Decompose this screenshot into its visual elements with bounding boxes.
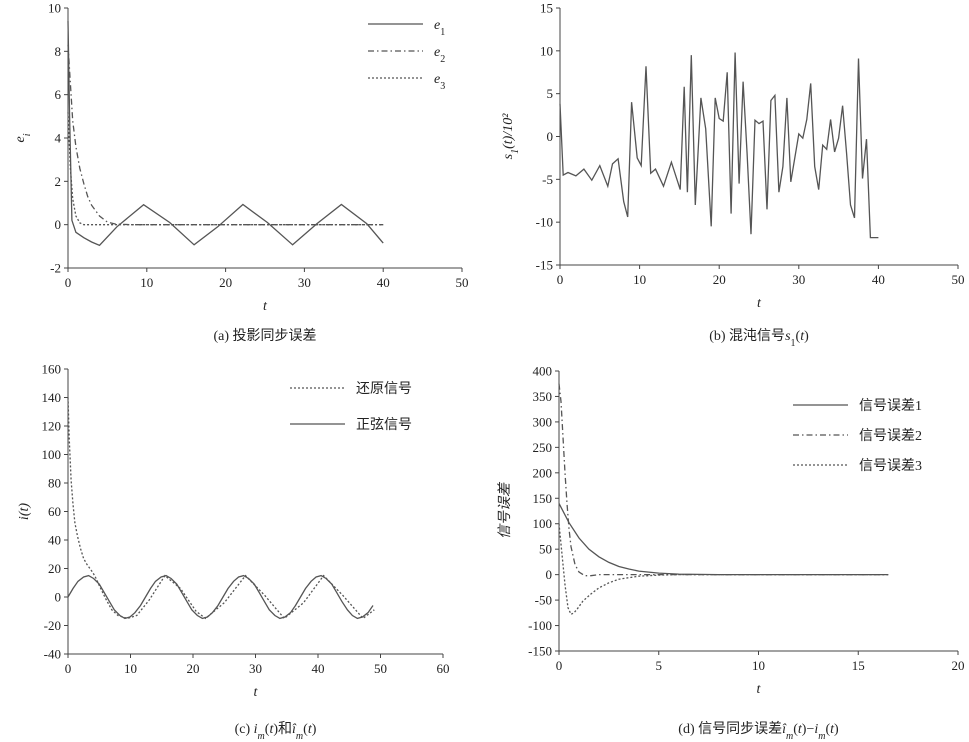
- legend-label: e2: [434, 45, 445, 65]
- y-tick-label: 150: [533, 491, 553, 506]
- x-tick-label: 20: [219, 275, 232, 290]
- y-tick-label: 200: [533, 465, 553, 480]
- x-tick-label: 10: [752, 658, 765, 673]
- y-tick-label: 100: [533, 516, 553, 531]
- y-tick-label: -2: [50, 261, 61, 276]
- y-tick-label: -40: [44, 647, 61, 662]
- chart-caption: (d) 信号同步误差îm(t)−im(t): [678, 721, 839, 742]
- y-tick-label: 250: [533, 440, 553, 455]
- y-tick-label: 80: [48, 476, 61, 491]
- x-tick-label: 50: [374, 661, 387, 676]
- y-tick-label: 60: [48, 504, 61, 519]
- chart-panel-4: 0 5 10 15 20 -150 -100 -50 0 50 100 150 200 250 300 350…: [497, 364, 965, 742]
- legend-label: 信号误差1: [859, 398, 922, 414]
- y-tick-label: 0: [55, 217, 62, 232]
- legend-label: 信号误差2: [859, 428, 922, 444]
- chart-caption: (c) im(t)和îm(t): [235, 721, 317, 742]
- y-tick-label: 8: [55, 44, 62, 59]
- x-tick-label: 40: [377, 275, 390, 290]
- y-tick-label: 5: [547, 86, 554, 101]
- chart-panel-1: 0 10 20 30 40 50 -2 0 2 4 6 8 10 e1 e2 e3 t ei (a) 投影同步误差: [13, 1, 469, 345]
- y-tick-label: 350: [533, 389, 553, 404]
- x-tick-label: 40: [312, 661, 325, 676]
- series-line-1: [67, 397, 375, 620]
- x-tick-label: 10: [633, 272, 646, 287]
- x-tick-label: 50: [456, 275, 469, 290]
- x-tick-label: 20: [187, 661, 200, 676]
- chart-panel-2: 0 10 20 30 40 50 -15 -10 -5 0 5 10 15 t s1(t)/10² (b) 混…: [501, 1, 965, 349]
- chart-panel-3: 0 10 20 30 40 50 60 -40 -20 0 20 40 60 80 100 120 140 160…: [17, 362, 450, 742]
- y-tick-label: 20: [48, 561, 61, 576]
- y-tick-label: 140: [42, 390, 62, 405]
- legend-label: 还原信号: [356, 381, 412, 397]
- x-tick-label: 10: [124, 661, 137, 676]
- x-tick-label: 30: [792, 272, 805, 287]
- y-tick-label: 0: [546, 567, 553, 582]
- x-tick-label: 30: [249, 661, 262, 676]
- y-tick-label: -50: [535, 593, 552, 608]
- x-axis-label: t: [757, 296, 762, 311]
- y-axis-label: 信号误差: [497, 481, 513, 539]
- x-tick-label: 0: [557, 272, 564, 287]
- x-tick-label: 10: [140, 275, 153, 290]
- y-tick-label: 4: [55, 131, 62, 146]
- series-line-3: [67, 111, 384, 226]
- x-tick-label: 40: [872, 272, 885, 287]
- y-tick-label: 10: [540, 43, 553, 58]
- chart-caption: (a) 投影同步误差: [213, 328, 316, 344]
- x-tick-label: 30: [298, 275, 311, 290]
- y-tick-label: 300: [533, 414, 553, 429]
- y-tick-label: 40: [48, 533, 61, 548]
- series-line-1: [558, 503, 889, 576]
- y-tick-label: -10: [536, 215, 553, 230]
- y-tick-label: -15: [536, 258, 553, 273]
- y-tick-label: 400: [533, 364, 553, 379]
- series-line-3: [558, 523, 889, 616]
- x-axis-label: t: [757, 682, 762, 697]
- x-tick-label: 0: [556, 658, 563, 673]
- y-tick-label: 160: [42, 362, 62, 377]
- x-tick-label: 60: [437, 661, 450, 676]
- chart-caption: (b) 混沌信号s1(t): [709, 328, 809, 349]
- y-tick-label: 0: [55, 590, 62, 605]
- y-axis-label: ei: [13, 133, 33, 142]
- y-tick-label: -100: [528, 618, 552, 633]
- y-tick-label: -150: [528, 644, 552, 659]
- y-axis-label: s1(t)/10²: [501, 113, 521, 160]
- x-axis-label: t: [263, 299, 268, 314]
- x-axis-label: t: [254, 685, 259, 700]
- series-line-2: [558, 383, 889, 577]
- legend-label: e3: [434, 72, 445, 92]
- y-tick-label: -5: [542, 172, 553, 187]
- y-tick-label: 15: [540, 1, 553, 16]
- x-tick-label: 50: [952, 272, 965, 287]
- y-tick-label: 0: [547, 129, 554, 144]
- series-line-1: [559, 52, 879, 239]
- series-line-1: [67, 20, 384, 247]
- y-axis-label: i(t): [17, 503, 32, 520]
- x-tick-label: 0: [65, 275, 72, 290]
- x-tick-label: 20: [952, 658, 965, 673]
- y-tick-label: 120: [42, 419, 62, 434]
- legend-label: 正弦信号: [356, 417, 412, 433]
- legend-label: 信号误差3: [859, 458, 922, 474]
- y-tick-label: 50: [539, 542, 552, 557]
- x-tick-label: 15: [852, 658, 865, 673]
- series-line-2: [67, 574, 374, 620]
- y-tick-label: 2: [55, 174, 62, 189]
- x-tick-label: 0: [65, 661, 72, 676]
- legend-label: e1: [434, 18, 445, 38]
- y-tick-label: -20: [44, 618, 61, 633]
- y-tick-label: 6: [55, 87, 62, 102]
- series-line-2: [67, 44, 384, 226]
- y-tick-label: 100: [42, 447, 62, 462]
- x-tick-label: 5: [656, 658, 663, 673]
- x-tick-label: 20: [713, 272, 726, 287]
- y-tick-label: 10: [48, 1, 61, 16]
